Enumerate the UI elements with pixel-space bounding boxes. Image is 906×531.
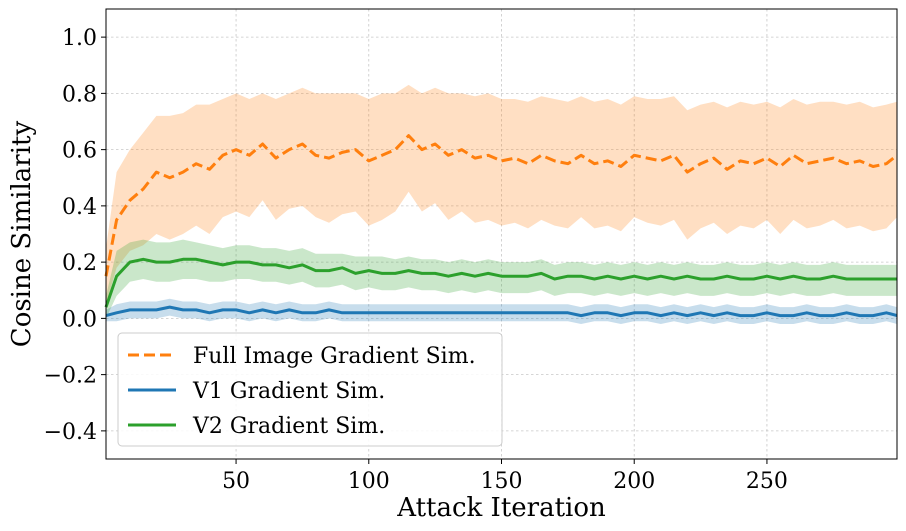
x-tick-label: 100 <box>348 469 390 494</box>
y-tick-label: 0.4 <box>62 195 97 220</box>
confidence-bands <box>106 84 897 324</box>
y-tick-label: 0.0 <box>62 307 97 332</box>
y-tick-label: −0.2 <box>44 364 97 389</box>
y-tick-label: 0.6 <box>62 139 97 164</box>
y-tick-label: 0.8 <box>62 82 97 107</box>
confidence-band-0 <box>106 84 897 305</box>
y-tick-label: −0.4 <box>44 420 97 445</box>
y-axis-label: Cosine Similarity <box>7 120 37 347</box>
y-tick-label: 0.2 <box>62 251 97 276</box>
confidence-band-2 <box>106 239 897 319</box>
legend-label-1: V1 Gradient Sim. <box>192 379 385 404</box>
series-line-0 <box>104 134 898 277</box>
x-axis-label: Attack Iteration <box>396 493 606 523</box>
y-tick-label: 1.0 <box>62 26 97 51</box>
series-line-1 <box>105 305 898 318</box>
legend-box <box>117 332 503 447</box>
legend-label-0: Full Image Gradient Sim. <box>193 344 476 369</box>
legend: Full Image Gradient Sim. V1 Gradient Sim.… <box>117 332 503 447</box>
y-axis-ticks: −0.4 −0.2 0.0 0.2 0.4 0.6 0.8 1.0 <box>44 26 106 445</box>
x-axis-ticks: 50 100 150 200 250 <box>222 459 788 494</box>
x-tick-label: 250 <box>746 469 788 494</box>
series-lines <box>104 134 898 318</box>
x-tick-label: 150 <box>481 469 523 494</box>
x-tick-label: 50 <box>222 469 250 494</box>
x-tick-label: 200 <box>613 469 655 494</box>
legend-label-2: V2 Gradient Sim. <box>192 414 385 439</box>
series-line-2 <box>104 257 897 308</box>
